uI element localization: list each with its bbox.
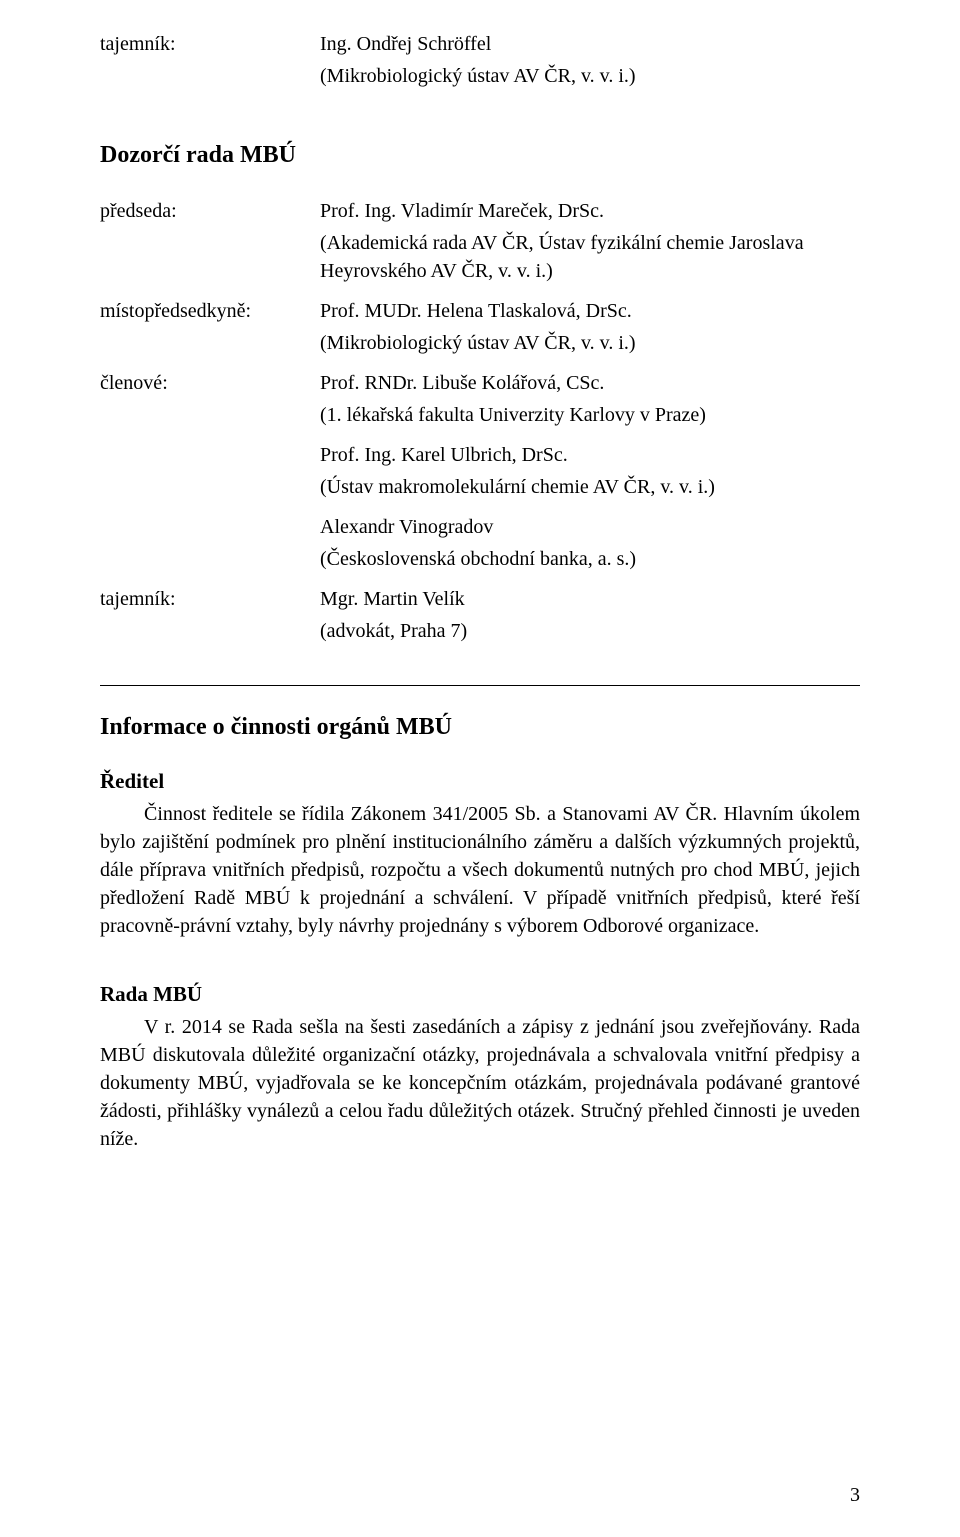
row-tajemnik-top: tajemník: Ing. Ondřej Schröffel (Mikrobi… [100,30,860,94]
label-clenove: členové: [100,369,320,397]
heading-reditel: Ředitel [100,769,860,794]
heading-informace: Informace o činnosti orgánů MBÚ [100,714,860,741]
label-tajemnik-bottom: tajemník: [100,585,320,613]
text-reditel: Činnost ředitele se řídila Zákonem 341/2… [100,800,860,940]
name-predseda: Prof. Ing. Vladimír Mareček, DrSc. [320,197,860,225]
text-rada-mbu: V r. 2014 se Rada sešla na šesti zasedán… [100,1013,860,1153]
value-tajemnik-bottom: Mgr. Martin Velík (advokát, Praha 7) [320,585,860,649]
spacer [100,289,860,297]
value-clenove: Prof. RNDr. Libuše Kolářová, CSc. (1. lé… [320,369,860,577]
row-predseda: předseda: Prof. Ing. Vladimír Mareček, D… [100,197,860,289]
page: tajemník: Ing. Ondřej Schröffel (Mikrobi… [0,0,960,1537]
spacer [100,361,860,369]
page-number: 3 [850,1484,860,1507]
affil-tajemnik-top: (Mikrobiologický ústav AV ČR, v. v. i.) [320,62,860,90]
spacer [320,505,860,513]
name-tajemnik-bottom: Mgr. Martin Velík [320,585,860,613]
heading-dozorci-rada: Dozorčí rada MBÚ [100,142,860,169]
spacer [100,169,860,197]
value-mistopredsedkyne: Prof. MUDr. Helena Tlaskalová, DrSc. (Mi… [320,297,860,361]
spacer [320,433,860,441]
row-mistopredsedkyne: místopředsedkyně: Prof. MUDr. Helena Tla… [100,297,860,361]
member-2-name: Alexandr Vinogradov [320,513,860,541]
value-tajemnik-top: Ing. Ondřej Schröffel (Mikrobiologický ú… [320,30,860,94]
row-clenove: členové: Prof. RNDr. Libuše Kolářová, CS… [100,369,860,577]
affil-predseda: (Akademická rada AV ČR, Ústav fyzikální … [320,229,860,285]
heading-rada-mbu: Rada MBÚ [100,982,860,1007]
spacer [100,577,860,585]
value-predseda: Prof. Ing. Vladimír Mareček, DrSc. (Akad… [320,197,860,289]
spacer [100,741,860,769]
label-predseda: předseda: [100,197,320,225]
affil-tajemnik-bottom: (advokát, Praha 7) [320,617,860,645]
member-1-affil: (Ústav makromolekulární chemie AV ČR, v.… [320,473,860,501]
row-tajemnik-bottom: tajemník: Mgr. Martin Velík (advokát, Pr… [100,585,860,649]
divider [100,685,860,686]
spacer [100,940,860,982]
spacer [100,94,860,142]
name-mistopredsedkyne: Prof. MUDr. Helena Tlaskalová, DrSc. [320,297,860,325]
label-mistopredsedkyne: místopředsedkyně: [100,297,320,325]
member-0-affil: (1. lékařská fakulta Univerzity Karlovy … [320,401,860,429]
member-0-name: Prof. RNDr. Libuše Kolářová, CSc. [320,369,860,397]
member-2-affil: (Československá obchodní banka, a. s.) [320,545,860,573]
name-tajemnik-top: Ing. Ondřej Schröffel [320,30,860,58]
affil-mistopredsedkyne: (Mikrobiologický ústav AV ČR, v. v. i.) [320,329,860,357]
member-1-name: Prof. Ing. Karel Ulbrich, DrSc. [320,441,860,469]
label-tajemnik-top: tajemník: [100,30,320,58]
